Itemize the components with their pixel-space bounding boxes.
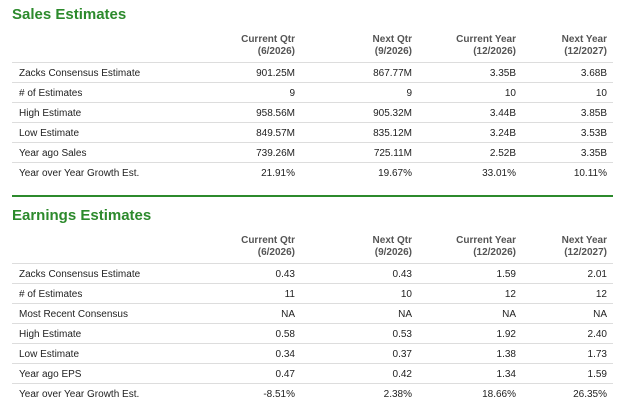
table-row: Most Recent Consensus NA NA NA NA — [12, 303, 613, 323]
row-value: NA — [398, 309, 412, 320]
row-value: 3.35B — [489, 68, 516, 79]
row-value: 1.34 — [496, 369, 516, 380]
section-divider — [12, 195, 613, 197]
row-value: 0.34 — [275, 349, 295, 360]
row-value: 10 — [504, 88, 516, 99]
table-row: Zacks Consensus Estimate 901.25M 867.77M 3.… — [12, 62, 613, 82]
row-value: 0.43 — [392, 269, 412, 280]
row-value: 901.25M — [256, 68, 295, 79]
sales-estimates-section: Sales Estimates Current Qtr (6/2026) Next… — [12, 6, 613, 191]
row-value: 739.26M — [256, 148, 295, 159]
table-row: Year ago EPS 0.47 0.42 1.34 1.59 — [12, 363, 613, 383]
table-row: Year over Year Growth Est. -8.51% 2.38% 18.… — [12, 383, 613, 403]
row-value: 10 — [400, 289, 412, 300]
row-value: 3.85B — [580, 108, 607, 119]
row-value: 2.01 — [587, 269, 607, 280]
header-next-qtr: Next Qtr (9/2026) — [372, 34, 412, 57]
row-label: High Estimate — [19, 329, 82, 340]
header-current-qtr: Current Qtr (6/2026) — [241, 34, 295, 57]
row-label: Zacks Consensus Estimate — [19, 68, 141, 79]
table-row: Zacks Consensus Estimate 0.43 0.43 1.59 2.01 — [12, 263, 613, 283]
row-value: 26.35% — [573, 389, 607, 400]
header-current-year: Current Year (12/2026) — [456, 34, 516, 57]
table-header: Current Qtr (6/2026) Next Qtr (9/2026) Cur… — [12, 235, 613, 263]
earnings-estimates-title: Earnings Estimates — [12, 207, 152, 224]
table-row: High Estimate 0.58 0.53 1.92 2.40 — [12, 323, 613, 343]
row-value: 0.53 — [392, 329, 412, 340]
table-row: Low Estimate 0.34 0.37 1.38 1.73 — [12, 343, 613, 363]
row-label: Zacks Consensus Estimate — [19, 269, 141, 280]
row-value: 0.37 — [392, 349, 412, 360]
row-value: 1.92 — [496, 329, 516, 340]
row-value: 1.59 — [587, 369, 607, 380]
row-label: Most Recent Consensus — [19, 309, 128, 320]
row-value: 1.38 — [496, 349, 516, 360]
row-value: 725.11M — [373, 148, 412, 159]
row-value: 3.44B — [489, 108, 516, 119]
row-value: 849.57M — [256, 128, 295, 139]
row-label: Year ago EPS — [19, 369, 82, 380]
table-row: # of Estimates 9 9 10 10 — [12, 82, 613, 102]
row-label: Year over Year Growth Est. — [19, 168, 140, 179]
row-label: High Estimate — [19, 108, 82, 119]
row-value: 33.01% — [482, 168, 516, 179]
row-value: 0.42 — [392, 369, 412, 380]
row-value: 9 — [289, 88, 295, 99]
row-label: # of Estimates — [19, 289, 83, 300]
row-value: 3.53B — [580, 128, 607, 139]
header-next-year: Next Year (12/2027) — [561, 34, 607, 57]
row-value: 2.38% — [383, 389, 412, 400]
row-value: 958.56M — [256, 108, 295, 119]
table-row: Low Estimate 849.57M 835.12M 3.24B 3.53B — [12, 122, 613, 142]
table-row: Year ago Sales 739.26M 725.11M 2.52B 3.35B — [12, 142, 613, 162]
row-value: 905.32M — [373, 108, 412, 119]
row-label: Low Estimate — [19, 128, 80, 139]
row-value: 18.66% — [482, 389, 516, 400]
row-value: 21.91% — [261, 168, 295, 179]
header-current-qtr: Current Qtr (6/2026) — [241, 235, 295, 258]
row-value: 10 — [595, 88, 607, 99]
header-next-year: Next Year (12/2027) — [561, 235, 607, 258]
row-label: # of Estimates — [19, 88, 83, 99]
row-value: 19.67% — [378, 168, 412, 179]
table-header: Current Qtr (6/2026) Next Qtr (9/2026) Cur… — [12, 34, 613, 62]
sales-estimates-title: Sales Estimates — [12, 6, 127, 23]
row-value: 3.35B — [580, 148, 607, 159]
row-value: 3.24B — [489, 128, 516, 139]
header-next-qtr: Next Qtr (9/2026) — [372, 235, 412, 258]
row-value: 12 — [595, 289, 607, 300]
row-value: 2.40 — [587, 329, 607, 340]
table-row: Year over Year Growth Est. 21.91% 19.67% 33… — [12, 162, 613, 182]
row-label: Year over Year Growth Est. — [19, 389, 140, 400]
row-value: NA — [502, 309, 516, 320]
header-current-year: Current Year (12/2026) — [456, 235, 516, 258]
row-value: 11 — [284, 289, 295, 300]
row-value: 2.52B — [489, 148, 516, 159]
row-value: -8.51% — [263, 389, 295, 400]
row-value: 12 — [504, 289, 516, 300]
earnings-estimates-section: Earnings Estimates Current Qtr (6/2026) N… — [12, 207, 613, 412]
row-value: NA — [593, 309, 607, 320]
row-value: 867.77M — [373, 68, 412, 79]
row-value: 3.68B — [580, 68, 607, 79]
row-label: Low Estimate — [19, 349, 80, 360]
row-value: 9 — [406, 88, 412, 99]
row-value: 0.43 — [275, 269, 295, 280]
row-value: 0.58 — [275, 329, 295, 340]
table-row: High Estimate 958.56M 905.32M 3.44B 3.85B — [12, 102, 613, 122]
row-value: 835.12M — [373, 128, 412, 139]
row-value: NA — [281, 309, 295, 320]
row-value: 10.11% — [573, 168, 607, 179]
row-value: 0.47 — [275, 369, 295, 380]
table-row: # of Estimates 11 10 12 12 — [12, 283, 613, 303]
row-value: 1.59 — [496, 269, 516, 280]
row-label: Year ago Sales — [19, 148, 87, 159]
row-value: 1.73 — [587, 349, 607, 360]
